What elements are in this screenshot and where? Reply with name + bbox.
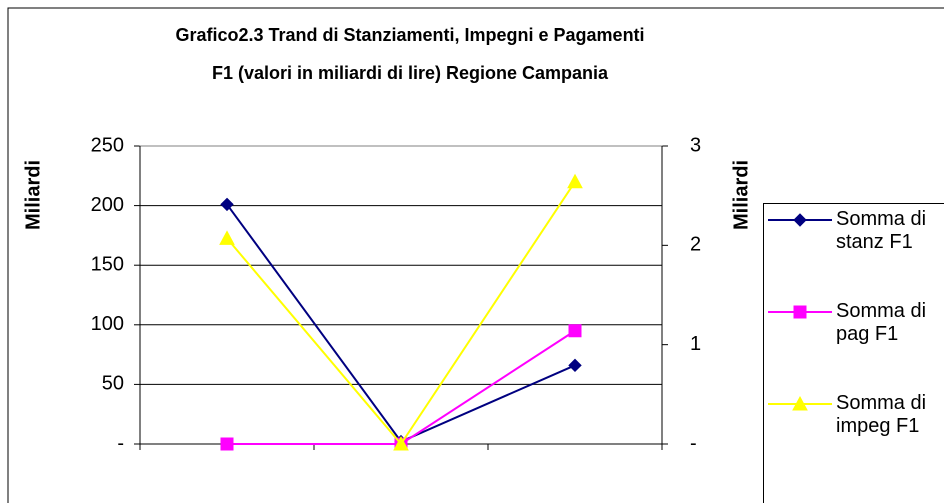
legend-item: Somma di pag F1	[764, 296, 944, 388]
legend-item: Somma di impeg F1	[764, 388, 944, 480]
chart-title: Grafico2.3 Trand di Stanziamenti, Impegn…	[175, 25, 645, 83]
y-tick-label: 100	[91, 313, 124, 335]
legend-swatch	[768, 395, 832, 411]
marker	[792, 395, 808, 411]
legend-item: Somma di stanz F1	[764, 204, 944, 296]
plot-area	[139, 145, 663, 445]
marker	[568, 358, 582, 373]
legend-label: Somma di stanz F1	[836, 208, 927, 253]
y-tick-label: 50	[102, 373, 124, 395]
legend-label: Somma di impeg F1	[836, 392, 927, 437]
y2-axis-label: Miliardi	[730, 160, 752, 230]
marker	[219, 230, 235, 245]
legend: Somma di stanz F1 Somma di pag F1 Somma di…	[763, 203, 944, 503]
marker	[393, 435, 409, 451]
series-line	[226, 203, 576, 443]
y-tick-label: 250	[91, 134, 124, 156]
y2-tick-label: -	[690, 432, 697, 454]
marker	[220, 437, 234, 451]
marker	[793, 305, 807, 319]
marker	[567, 173, 583, 189]
y2-tick-label: 3	[690, 134, 701, 156]
y2-tick-label: 2	[690, 234, 701, 256]
legend-swatch	[768, 213, 832, 227]
y-tick-label: 150	[91, 253, 124, 275]
y-axis-label: Miliardi	[22, 160, 44, 230]
y-tick-label: 200	[91, 194, 124, 216]
marker	[220, 197, 234, 212]
legend-label: Somma di pag F1	[836, 300, 927, 345]
marker	[568, 324, 582, 338]
frame	[7, 7, 944, 503]
series-line	[226, 181, 576, 446]
marker	[793, 213, 807, 227]
y2-tick-label: 1	[690, 333, 701, 355]
y-tick-label: -	[117, 432, 124, 454]
legend-swatch	[768, 305, 832, 319]
